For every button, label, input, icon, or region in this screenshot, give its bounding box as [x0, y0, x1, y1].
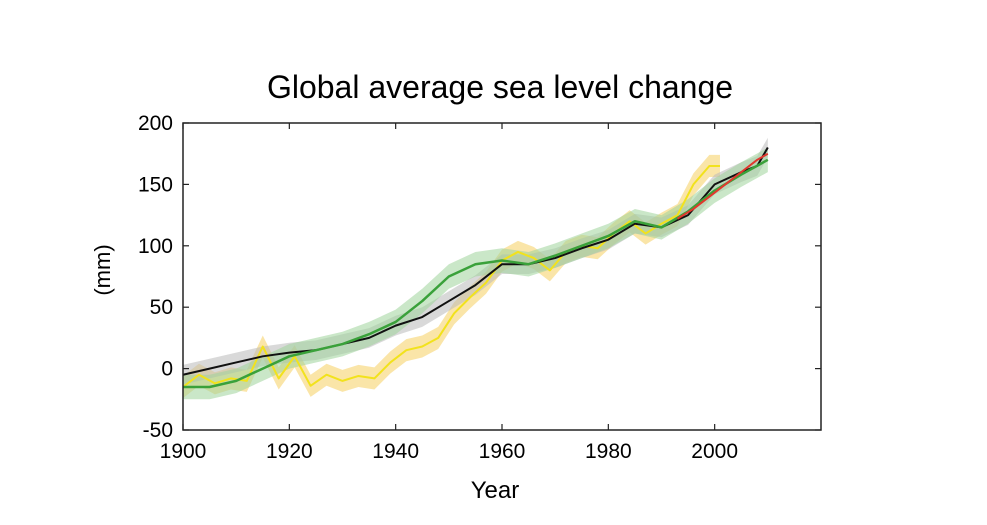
y-tick-label: 100 — [138, 235, 173, 258]
x-tick-label: 2000 — [691, 440, 738, 463]
x-tick-label: 1900 — [160, 440, 207, 463]
series-line-1 — [182, 164, 720, 388]
axis-ticks: 1900 1920 1940 1960 1980 2000 200 150 100 50 0 -50 — [138, 112, 821, 463]
y-axis-label: (mm) — [90, 244, 115, 295]
uncertainty-band-3 — [183, 147, 768, 400]
x-axis-label: Year — [471, 477, 520, 504]
y-tick-label: 50 — [150, 296, 173, 319]
uncertainty-bands — [183, 137, 768, 400]
x-tick-label: 1960 — [479, 440, 526, 463]
x-tick-label: 1980 — [585, 440, 632, 463]
y-tick-label: 200 — [138, 112, 173, 135]
uncertainty-band-2 — [183, 137, 768, 385]
y-tick-label: -50 — [143, 419, 173, 442]
y-tick-label: 150 — [138, 173, 173, 196]
series-lines — [182, 147, 769, 389]
x-tick-label: 1920 — [266, 440, 313, 463]
x-tick-label: 1940 — [372, 440, 419, 463]
series-line-3 — [183, 158, 769, 389]
y-tick-label: 0 — [161, 358, 173, 381]
series-line-4 — [676, 152, 769, 220]
chart-title: Global average sea level change — [267, 69, 733, 105]
